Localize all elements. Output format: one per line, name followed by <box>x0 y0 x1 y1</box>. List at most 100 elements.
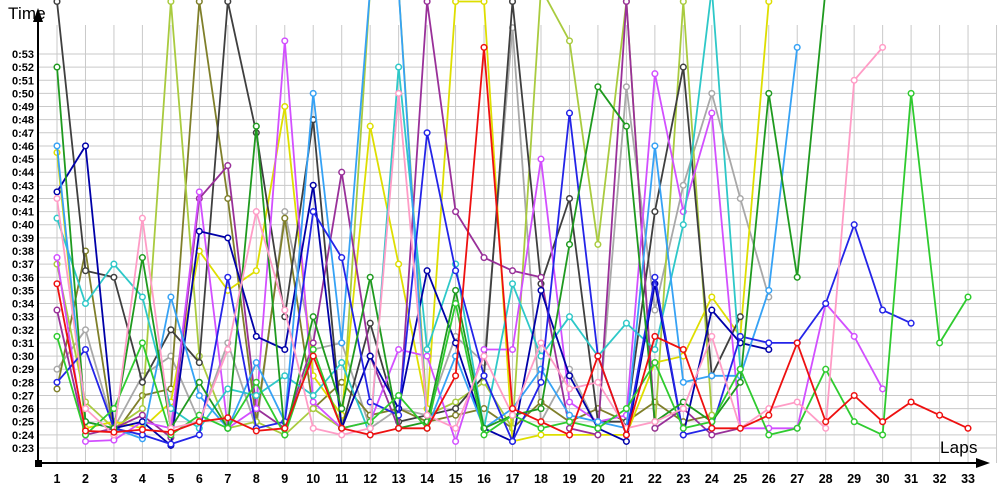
data-point-magenta <box>395 345 403 354</box>
data-point-magenta <box>508 345 517 354</box>
x-axis-arrow-icon <box>976 458 990 468</box>
data-point-olive <box>224 194 232 203</box>
data-point-yellow <box>537 431 545 439</box>
data-point-navy <box>195 227 203 235</box>
data-point-dodgerblue <box>765 286 773 294</box>
y-tick-labels: 0:230:240:250:26 0:270:280:290:300:310:32… <box>12 49 35 455</box>
data-point-black <box>167 326 175 334</box>
x-tick-label: 29 <box>847 472 861 486</box>
data-point-black <box>224 0 232 6</box>
data-point-brightgreen <box>395 391 403 400</box>
data-point-magenta <box>480 345 488 354</box>
series-line-magenta <box>56 40 884 443</box>
x-tick-label: 26 <box>762 472 776 486</box>
data-point-brightgreen <box>309 345 317 354</box>
data-point-gray <box>708 89 716 97</box>
data-point-magenta <box>651 70 659 78</box>
data-point-brightgreen <box>452 299 460 308</box>
y-tick-label: 0:45 <box>12 154 34 166</box>
y-tick-label: 0:25 <box>12 417 34 429</box>
y-tick-label: 0:34 <box>12 299 35 311</box>
data-point-green <box>252 122 260 130</box>
data-point-navy <box>252 332 260 340</box>
data-point-magenta <box>309 398 317 406</box>
data-point-gray <box>281 208 289 216</box>
data-point-yellow <box>281 102 289 111</box>
axes <box>36 20 978 464</box>
y-tick-label: 0:23 <box>12 443 34 455</box>
axis-origin <box>35 460 42 467</box>
y-tick-label: 0:27 <box>12 390 34 402</box>
data-point-pink <box>708 332 716 340</box>
x-tick-label: 33 <box>961 472 975 486</box>
data-point-pink <box>850 76 858 84</box>
data-point-pink <box>81 405 90 413</box>
x-tick-label: 25 <box>733 472 747 486</box>
data-point-yellow <box>252 267 260 275</box>
data-point-magenta <box>195 188 203 196</box>
x-tick-label: 18 <box>534 472 548 486</box>
data-point-red <box>110 428 118 436</box>
data-point-blue <box>537 378 545 386</box>
data-point-red <box>508 405 517 413</box>
data-point-purple <box>594 431 602 439</box>
data-point-green <box>565 240 574 248</box>
data-point-red <box>850 391 858 400</box>
data-point-yellowgreen <box>565 37 574 45</box>
data-point-blue <box>765 339 773 347</box>
data-point-gray <box>622 83 630 91</box>
y-tick-label: 0:48 <box>12 115 34 127</box>
data-point-magenta <box>81 437 90 445</box>
x-tick-label: 8 <box>253 472 260 486</box>
x-tick-label: 9 <box>281 472 288 486</box>
data-point-navy <box>309 181 317 189</box>
data-point-blue <box>480 372 488 380</box>
data-point-turquoise <box>309 391 317 400</box>
series-line-green <box>56 0 826 436</box>
data-point-olive <box>452 411 460 419</box>
data-point-pink <box>822 424 830 432</box>
y-tick-label: 0:38 <box>12 246 34 258</box>
data-point-brightgreen <box>651 359 659 367</box>
x-tick-label: 24 <box>705 472 719 486</box>
data-point-red <box>679 345 687 354</box>
data-point-dodgerblue <box>338 339 346 347</box>
data-point-dodgerblue <box>309 89 317 97</box>
data-point-black <box>81 267 90 275</box>
x-tick-label: 21 <box>619 472 633 486</box>
x-axis-title: Laps <box>940 438 978 457</box>
data-point-magenta <box>850 332 858 340</box>
data-point-brightgreen <box>736 365 744 373</box>
y-tick-label: 0:39 <box>12 233 34 245</box>
data-point-gray <box>679 181 687 189</box>
y-tick-label: 0:28 <box>12 377 34 389</box>
y-tick-label: 0:42 <box>12 193 34 205</box>
data-point-magenta <box>452 437 460 445</box>
x-tick-label: 6 <box>196 472 203 486</box>
data-point-black <box>679 63 687 71</box>
y-tick-label: 0:35 <box>12 285 34 297</box>
x-tick-label: 32 <box>933 472 947 486</box>
y-tick-label: 0:53 <box>12 49 34 61</box>
data-point-navy <box>53 188 61 196</box>
data-point-gray <box>736 194 744 203</box>
x-tick-label: 14 <box>420 472 434 486</box>
data-point-blue <box>679 431 687 439</box>
x-tick-label: 12 <box>363 472 377 486</box>
data-point-red <box>622 431 630 439</box>
data-point-gray <box>651 306 659 314</box>
data-point-red <box>281 424 289 432</box>
data-point-green <box>537 405 545 413</box>
data-point-brightgreen <box>822 365 830 373</box>
data-point-brightgreen <box>537 424 545 432</box>
data-point-turquoise <box>138 293 146 301</box>
data-point-purple <box>480 254 488 262</box>
y-tick-label: 0:32 <box>12 325 34 337</box>
x-tick-label: 30 <box>876 472 890 486</box>
data-point-red <box>936 411 944 419</box>
data-point-pink <box>366 424 374 432</box>
data-point-olive <box>53 385 61 393</box>
data-point-olive <box>480 405 488 413</box>
data-point-green <box>53 63 61 71</box>
data-point-yellow <box>480 0 488 6</box>
